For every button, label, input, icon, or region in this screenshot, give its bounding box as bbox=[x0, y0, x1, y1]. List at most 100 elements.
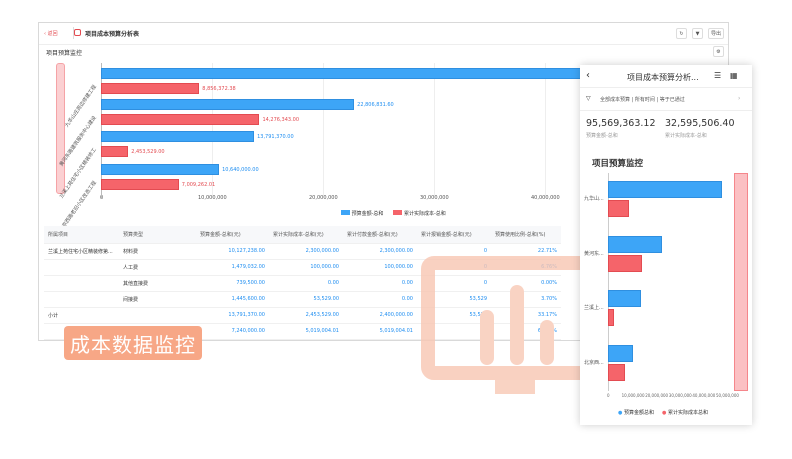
table-cell: 累计付款金额-总和(元) bbox=[343, 226, 417, 244]
actual-cost-bar[interactable] bbox=[608, 309, 614, 326]
gridline bbox=[434, 63, 435, 198]
x-tick-label: 40,000,000 bbox=[692, 393, 716, 398]
budget-bar[interactable] bbox=[101, 131, 255, 142]
y-tick-label: 北京西... bbox=[584, 360, 604, 366]
report-icon bbox=[74, 29, 81, 36]
table-cell: 预算类型 bbox=[119, 226, 196, 244]
refresh-icon[interactable]: ↻ bbox=[676, 28, 687, 39]
kpi-budget: 95,569,363.12 预算金额-总和 bbox=[586, 118, 656, 139]
x-tick-label: 30,000,000 bbox=[420, 195, 449, 201]
budget-bar[interactable] bbox=[101, 164, 220, 175]
header-bar: ‹ 返回 项目成本预算分析表 ↻ ▼ 导出 bbox=[39, 23, 728, 45]
table-cell: 53,529.00 bbox=[269, 291, 343, 308]
table-cell bbox=[44, 259, 119, 276]
bar-value-label: 10,640,000.00 bbox=[222, 167, 259, 173]
kpi-actual: 32,595,506.40 累计实际成本-总和 bbox=[665, 118, 735, 139]
bar-value-label: 8,856,372.38 bbox=[202, 86, 236, 92]
x-tick-label: 10,000,000 bbox=[198, 195, 227, 201]
table-cell bbox=[44, 291, 119, 308]
y-tick-label: 九华山... bbox=[584, 196, 604, 202]
divider bbox=[73, 27, 74, 39]
table-cell: 3.70% bbox=[491, 291, 561, 308]
y-tick-label: 九华山庄周边修建工程 bbox=[64, 84, 98, 129]
table-cell: 人工费 bbox=[119, 259, 196, 276]
budget-bar[interactable] bbox=[101, 99, 355, 110]
settings-icon[interactable]: ⚙ bbox=[713, 46, 724, 57]
legend-actual[interactable]: 累计实际成本-总和 bbox=[393, 210, 446, 217]
table-cell: 2,400,000.00 bbox=[343, 307, 417, 324]
x-tick-label: 50,000,000 bbox=[716, 393, 739, 398]
table-cell: 3,000,000.00 bbox=[196, 339, 269, 340]
x-tick-label: 20,000,000 bbox=[645, 393, 669, 398]
mobile-section-title: 项目预算监控 bbox=[592, 159, 644, 169]
back-icon[interactable]: ‹ bbox=[586, 70, 590, 81]
export-button[interactable]: 导出 bbox=[708, 28, 724, 39]
back-label: 返回 bbox=[47, 31, 58, 37]
legend-budget[interactable]: 预算金额-总和 bbox=[341, 210, 383, 217]
section-title: 项目预算监控 bbox=[46, 50, 83, 57]
table-cell: 1,479,032.00 bbox=[196, 259, 269, 276]
filter-icon: ▽ bbox=[586, 95, 591, 102]
table-cell: 100,000.00 bbox=[269, 259, 343, 276]
table-row: 兰溪上苑住宅小区精装修第... 材料费 10,127,238.00 2,300,000… bbox=[44, 243, 561, 260]
table-cell: 1,445,600.00 bbox=[196, 291, 269, 308]
actual-cost-bar[interactable] bbox=[101, 179, 179, 190]
y-axis bbox=[608, 173, 609, 391]
table-cell: 材料费 bbox=[119, 243, 196, 260]
bar-value-label: 7,009,262.01 bbox=[181, 182, 216, 188]
x-tick-label: 10,000,000 bbox=[621, 393, 645, 398]
mobile-bar-chart: 0 10,000,000 20,000,000 30,000,000 40,000,00… bbox=[580, 65, 752, 405]
budget-bar[interactable] bbox=[608, 236, 662, 253]
table-cell: 53,529 bbox=[417, 307, 491, 324]
table-cell: 0 bbox=[417, 275, 491, 292]
table-header: 所属项目 预算类型 预算金额-总和(元) 累计实际成本-总和(元) 累计付款金额-总和(… bbox=[44, 226, 561, 244]
y-axis bbox=[101, 63, 102, 198]
table-cell: 13,791,370.00 bbox=[196, 307, 269, 324]
table-row: 间接费 1,445,600.00 53,529.00 0.00 53,529 3.70% bbox=[44, 291, 561, 308]
actual-cost-bar[interactable] bbox=[608, 364, 625, 381]
actual-cost-bar[interactable] bbox=[608, 255, 642, 272]
table-cell: 2,453,529.00 bbox=[269, 307, 343, 324]
y-tick-label: 兰溪上... bbox=[584, 305, 604, 311]
actual-cost-bar[interactable] bbox=[101, 83, 200, 94]
table-cell: 5,019,004.01 bbox=[343, 323, 417, 340]
zoom-scrollbar[interactable] bbox=[56, 63, 65, 194]
filter-icon[interactable]: ▼ bbox=[692, 28, 703, 39]
feature-badge: 成本数据监控 bbox=[64, 326, 202, 360]
bar-value-label: 2,453,529.00 bbox=[131, 149, 165, 155]
budget-bar[interactable] bbox=[608, 290, 641, 307]
table-cell: 累计报销金额-总和(元) bbox=[417, 226, 491, 244]
table-icon[interactable]: ▦ bbox=[730, 71, 738, 80]
budget-bar[interactable] bbox=[608, 181, 723, 198]
budget-bar[interactable] bbox=[101, 68, 638, 79]
bar-value-label: 13,791,370.00 bbox=[257, 134, 294, 140]
bar-value-label: 22,806,831.60 bbox=[357, 102, 394, 108]
budget-bar[interactable] bbox=[608, 345, 634, 362]
table-cell: 0.00 bbox=[343, 291, 417, 308]
actual-cost-bar[interactable] bbox=[101, 146, 129, 157]
table-cell: 兰溪上苑住宅小区精装修第... bbox=[44, 243, 119, 260]
table-cell bbox=[44, 275, 119, 292]
table-cell: 10,127,238.00 bbox=[196, 243, 269, 260]
table-cell bbox=[119, 307, 196, 324]
actual-cost-bar[interactable] bbox=[608, 200, 629, 217]
table-cell: 间接费 bbox=[119, 291, 196, 308]
bar-chart: 0 10,000,000 20,000,000 30,000,000 40,000,00… bbox=[39, 23, 728, 233]
gridline bbox=[323, 63, 324, 198]
filter-bar[interactable]: ▽ 全部成本预算 | 所有时间 | 等于已通过 › bbox=[580, 87, 752, 111]
table-cell: 100,000.00 bbox=[343, 259, 417, 276]
table-cell: 1,695,320.00 bbox=[269, 339, 343, 340]
mobile-zoom-scrollbar[interactable] bbox=[734, 173, 748, 391]
table-cell: 所属项目 bbox=[44, 226, 119, 244]
back-button[interactable]: ‹ 返回 bbox=[44, 31, 58, 37]
table-row: 其他直接费 739,500.00 0.00 0.00 0 0.00% bbox=[44, 275, 561, 292]
x-tick-label: 40,000,000 bbox=[531, 195, 560, 201]
chevron-right-icon: › bbox=[738, 95, 741, 102]
list-icon[interactable]: ☰ bbox=[714, 71, 722, 80]
filter-text: 全部成本预算 | 所有时间 | 等于已通过 bbox=[600, 97, 685, 103]
actual-cost-bar[interactable] bbox=[101, 114, 260, 125]
mobile-panel: ‹ 项目成本预算分析... ☰ ▦ ▽ 全部成本预算 | 所有时间 | 等于已通… bbox=[580, 65, 752, 425]
x-tick-label: 0 bbox=[607, 393, 610, 398]
mobile-title: 项目成本预算分析... bbox=[627, 73, 699, 82]
x-tick-label: 0 bbox=[100, 195, 104, 201]
